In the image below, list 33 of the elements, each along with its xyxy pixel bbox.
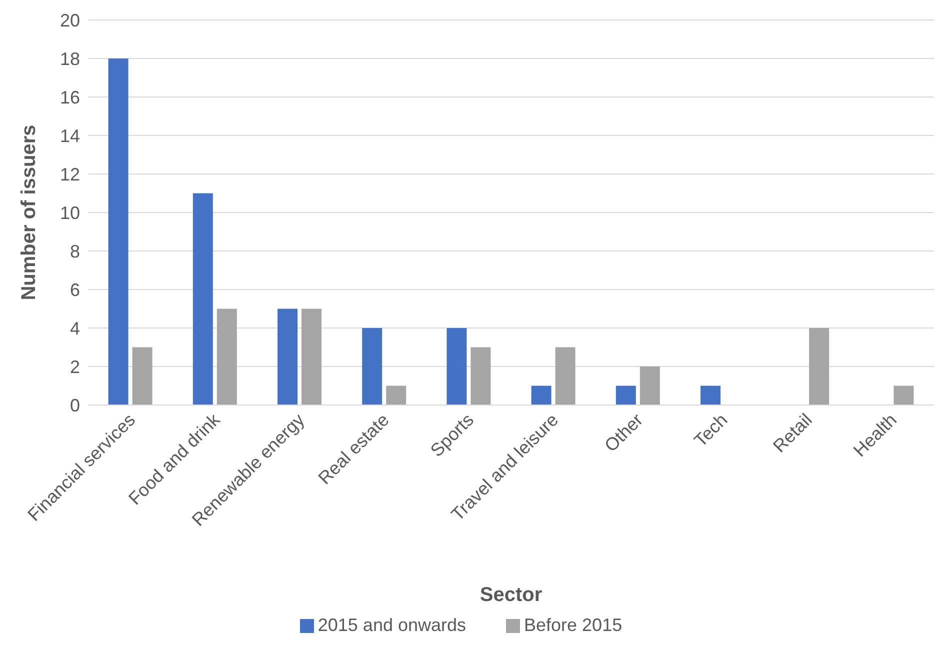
bar — [192, 193, 213, 405]
bar — [362, 328, 382, 405]
y-tick-label: 6 — [70, 280, 80, 300]
y-tick-label: 2 — [70, 356, 80, 377]
bar — [108, 58, 128, 405]
y-axis-title: Number of issuers — [18, 124, 40, 300]
y-tick-label: 0 — [70, 395, 80, 416]
bar — [302, 308, 322, 405]
bar — [278, 308, 298, 405]
x-axis-title: Sector — [480, 584, 542, 606]
y-tick-label: 16 — [60, 87, 80, 108]
bar — [640, 366, 660, 405]
bar — [386, 386, 406, 405]
legend-label: Before 2015 — [524, 615, 622, 635]
bar — [555, 347, 576, 405]
bar — [470, 347, 491, 405]
y-tick-label: 8 — [70, 241, 80, 262]
y-tick-label: 12 — [60, 164, 80, 184]
y-tick-label: 10 — [60, 202, 80, 223]
bar — [700, 386, 721, 405]
legend-label: 2015 and onwards — [318, 615, 466, 635]
bar — [616, 386, 636, 405]
bar — [809, 328, 830, 405]
bar — [446, 328, 467, 405]
bar — [894, 386, 914, 405]
x-tick-label: Tech — [690, 410, 732, 451]
y-tick-label: 4 — [70, 318, 80, 338]
bar — [531, 386, 552, 405]
bar — [216, 308, 237, 405]
y-tick-label: 20 — [60, 10, 80, 30]
y-tick-label: 18 — [60, 48, 80, 69]
bar — [132, 347, 152, 405]
y-tick-label: 14 — [60, 126, 80, 146]
